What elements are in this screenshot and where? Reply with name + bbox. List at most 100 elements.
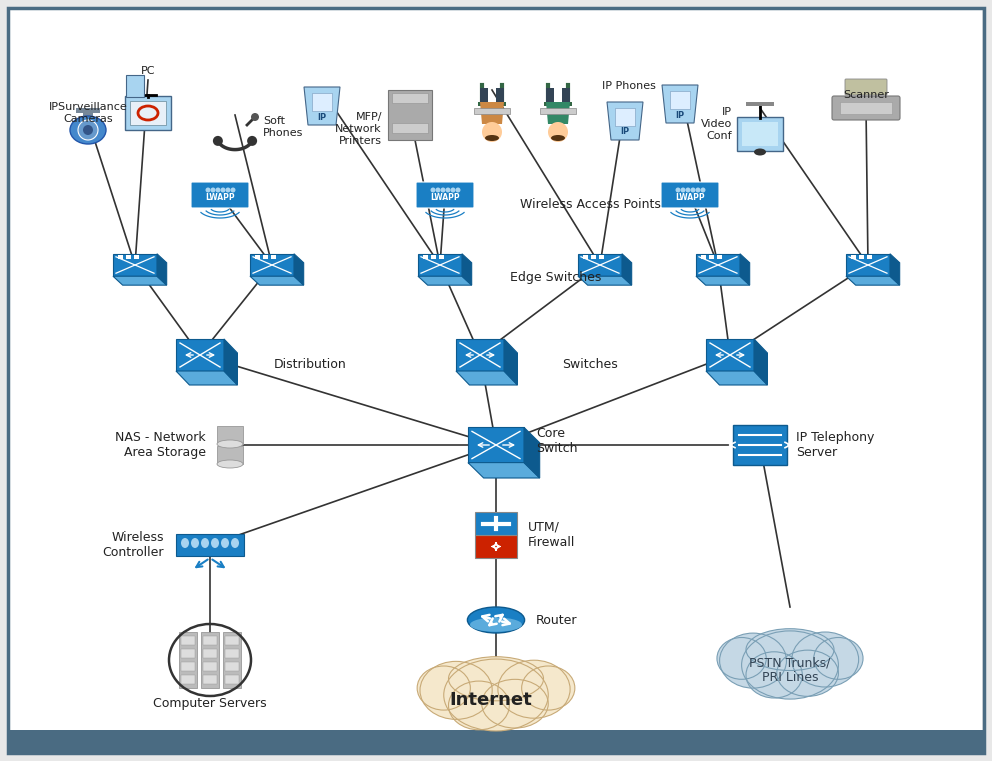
Circle shape (681, 187, 685, 193)
Ellipse shape (201, 538, 209, 548)
FancyBboxPatch shape (203, 636, 217, 645)
Ellipse shape (70, 116, 106, 144)
Text: PC: PC (141, 66, 156, 76)
Circle shape (440, 187, 445, 193)
Text: MFP/
Network
Printers: MFP/ Network Printers (335, 113, 382, 145)
Text: IP
Video
Conf: IP Video Conf (700, 107, 732, 141)
FancyBboxPatch shape (225, 649, 239, 658)
Polygon shape (468, 428, 524, 463)
FancyBboxPatch shape (742, 122, 778, 146)
Circle shape (445, 187, 450, 193)
FancyBboxPatch shape (670, 91, 690, 109)
Polygon shape (224, 339, 237, 385)
Ellipse shape (448, 657, 544, 701)
FancyBboxPatch shape (225, 662, 239, 671)
FancyBboxPatch shape (223, 632, 241, 688)
Polygon shape (662, 85, 698, 123)
FancyBboxPatch shape (181, 675, 195, 684)
Text: IP: IP (620, 128, 630, 136)
Polygon shape (706, 371, 768, 385)
Circle shape (450, 187, 455, 193)
Polygon shape (157, 254, 167, 285)
FancyBboxPatch shape (255, 255, 260, 260)
FancyBboxPatch shape (203, 662, 217, 671)
FancyBboxPatch shape (474, 108, 510, 114)
Circle shape (230, 187, 235, 193)
Circle shape (210, 187, 215, 193)
Ellipse shape (191, 538, 199, 548)
FancyBboxPatch shape (392, 123, 428, 133)
FancyBboxPatch shape (203, 675, 217, 684)
Text: Edge Switches: Edge Switches (510, 272, 601, 285)
Polygon shape (546, 102, 570, 124)
Text: LWAPP: LWAPP (205, 193, 235, 202)
Circle shape (220, 187, 225, 193)
Circle shape (700, 187, 705, 193)
Polygon shape (578, 276, 632, 285)
Polygon shape (480, 88, 488, 102)
FancyBboxPatch shape (201, 632, 219, 688)
Polygon shape (578, 254, 622, 276)
Polygon shape (524, 428, 540, 478)
Text: IP Phones: IP Phones (602, 81, 656, 91)
FancyBboxPatch shape (591, 255, 596, 260)
FancyBboxPatch shape (661, 182, 719, 208)
Polygon shape (607, 102, 643, 140)
FancyBboxPatch shape (392, 93, 428, 103)
FancyBboxPatch shape (271, 255, 276, 260)
Text: IP Telephony
Server: IP Telephony Server (796, 431, 874, 459)
Circle shape (215, 187, 220, 193)
Circle shape (548, 122, 568, 142)
FancyBboxPatch shape (130, 101, 166, 125)
Polygon shape (740, 254, 750, 285)
Polygon shape (696, 254, 740, 276)
Polygon shape (696, 276, 750, 285)
FancyBboxPatch shape (416, 182, 474, 208)
Polygon shape (504, 339, 518, 385)
Text: IP: IP (317, 113, 326, 122)
Ellipse shape (420, 661, 492, 719)
Polygon shape (176, 339, 224, 371)
Polygon shape (113, 276, 167, 285)
FancyBboxPatch shape (859, 255, 864, 260)
Text: LWAPP: LWAPP (431, 193, 460, 202)
FancyBboxPatch shape (181, 636, 195, 645)
Text: IP: IP (676, 110, 684, 119)
Ellipse shape (221, 538, 229, 548)
FancyBboxPatch shape (225, 636, 239, 645)
FancyBboxPatch shape (76, 108, 100, 113)
Polygon shape (622, 254, 632, 285)
FancyBboxPatch shape (746, 102, 774, 106)
Polygon shape (418, 254, 462, 276)
Polygon shape (462, 254, 471, 285)
FancyBboxPatch shape (439, 255, 444, 260)
Polygon shape (890, 254, 900, 285)
Text: Switches: Switches (562, 358, 618, 371)
FancyBboxPatch shape (217, 446, 243, 464)
Ellipse shape (498, 661, 570, 718)
FancyBboxPatch shape (181, 662, 195, 671)
Text: Computer Servers: Computer Servers (153, 697, 267, 710)
Text: Wireless Access Points: Wireless Access Points (520, 198, 661, 211)
FancyBboxPatch shape (118, 255, 123, 260)
FancyBboxPatch shape (733, 425, 787, 465)
FancyBboxPatch shape (845, 79, 887, 95)
FancyBboxPatch shape (263, 255, 268, 260)
Ellipse shape (231, 538, 239, 548)
FancyBboxPatch shape (8, 730, 984, 753)
FancyBboxPatch shape (717, 255, 722, 260)
Circle shape (685, 187, 690, 193)
Polygon shape (304, 87, 340, 125)
Ellipse shape (777, 650, 838, 696)
Text: IPSurveillance
Cameras: IPSurveillance Cameras (49, 102, 127, 123)
Text: Router: Router (536, 613, 577, 626)
FancyBboxPatch shape (709, 255, 714, 260)
FancyBboxPatch shape (134, 255, 139, 260)
Ellipse shape (217, 440, 243, 448)
Ellipse shape (485, 135, 499, 141)
Ellipse shape (746, 652, 803, 698)
FancyBboxPatch shape (478, 102, 506, 106)
FancyBboxPatch shape (701, 255, 706, 260)
Ellipse shape (746, 629, 834, 670)
Text: Soft
Phones: Soft Phones (263, 116, 304, 138)
